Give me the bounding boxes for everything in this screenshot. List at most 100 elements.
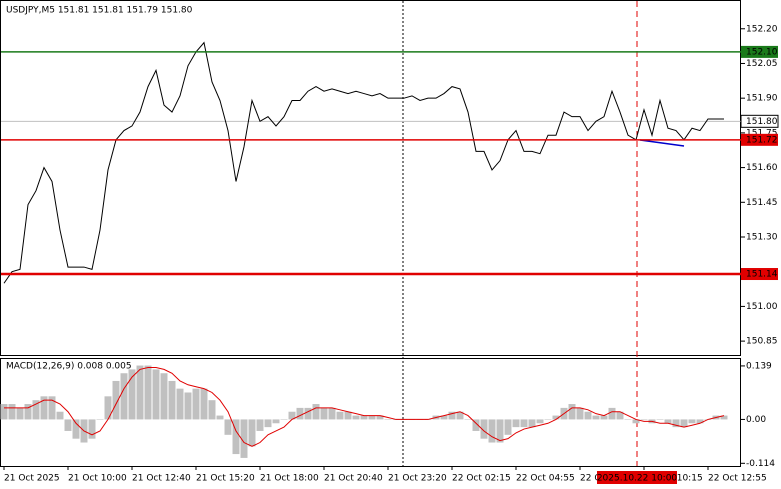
y-tick-label: -0.114 — [746, 459, 775, 469]
y-tick-label: 150.85 — [746, 337, 778, 347]
macd-bar — [256, 419, 264, 431]
macd-bar — [720, 415, 728, 420]
macd-bar — [608, 407, 616, 420]
price-frame — [0, 0, 741, 356]
macd-bar — [344, 411, 352, 420]
y-tick-label: 152.05 — [746, 59, 778, 69]
x-tick-label: 21 Oct 12:40 — [132, 474, 191, 484]
y-tick-label: 0.139 — [746, 361, 772, 371]
macd-bar — [56, 411, 64, 420]
macd-title: MACD(12,26,9) 0.008 0.005 — [6, 362, 132, 372]
macd-bar — [672, 419, 680, 428]
macd-bar — [176, 388, 184, 420]
macd-bar — [520, 419, 528, 428]
level-label-box — [741, 133, 778, 146]
macd-bar — [368, 415, 376, 420]
macd-bar — [464, 419, 472, 420]
x-tick-label: 22 Oct 04:55 — [516, 474, 575, 484]
macd-bar — [24, 404, 32, 420]
macd-bar — [336, 411, 344, 420]
macd-bar — [168, 380, 176, 420]
macd-bar — [384, 419, 392, 420]
macd-bar — [504, 419, 512, 435]
macd-bar — [128, 369, 136, 420]
macd-bar — [48, 396, 56, 420]
cursor-label-box — [597, 471, 677, 484]
level-label-box — [741, 45, 778, 58]
y-tick-label: 152.20 — [746, 24, 778, 34]
macd-bar — [600, 415, 608, 420]
x-tick-label: 21 Oct 20:40 — [324, 474, 383, 484]
macd-bar — [8, 404, 16, 420]
level-label: 151.80 — [746, 117, 778, 127]
macd-bar — [576, 407, 584, 420]
macd-bar — [640, 419, 648, 420]
macd-bar — [136, 365, 144, 420]
macd-bar — [664, 419, 672, 424]
macd-bar — [696, 419, 704, 424]
level-label: 151.72 — [746, 135, 778, 145]
macd-bar — [624, 419, 632, 420]
macd-bar — [688, 419, 696, 424]
y-tick-label: 151.30 — [746, 233, 778, 243]
signal-line — [4, 366, 725, 447]
chart-title: USDJPY,M5 151.81 151.81 151.79 151.80 — [6, 6, 193, 16]
cursor-label: 2025.10.22 10:00 — [597, 474, 678, 484]
macd-bar — [488, 419, 496, 443]
macd-bar — [616, 411, 624, 420]
macd-bar — [240, 419, 248, 458]
macd-bar — [32, 400, 40, 420]
macd-bar — [0, 404, 8, 420]
level-label-box — [740, 114, 779, 128]
macd-bar — [64, 419, 72, 431]
macd-bar — [96, 419, 104, 420]
macd-bar — [456, 411, 464, 420]
macd-bar — [480, 419, 488, 439]
macd-bar — [248, 419, 256, 447]
y-tick-label: 151.00 — [746, 302, 778, 312]
macd-bar — [272, 419, 280, 424]
macd-bar — [552, 415, 560, 420]
macd-bar — [528, 419, 536, 428]
macd-bar — [568, 404, 576, 420]
macd-bar — [16, 407, 24, 420]
macd-bar — [680, 419, 688, 428]
macd-bar — [72, 419, 80, 439]
macd-bar — [544, 419, 552, 420]
macd-bar — [440, 415, 448, 420]
y-tick-label: 0.00 — [746, 415, 766, 425]
macd-bar — [280, 419, 288, 420]
macd-bar — [472, 419, 480, 431]
macd-bar — [360, 415, 368, 420]
macd-bar — [584, 411, 592, 420]
macd-bar — [328, 407, 336, 420]
macd-bar — [352, 415, 360, 420]
macd-bar — [104, 396, 112, 420]
y-tick-label: 151.60 — [746, 163, 778, 173]
macd-bar — [112, 380, 120, 420]
macd-bar — [656, 419, 664, 420]
level-label: 151.14 — [746, 270, 778, 280]
macd-bar — [592, 415, 600, 420]
macd-bar — [184, 392, 192, 420]
macd-bar — [40, 396, 48, 420]
x-tick-label: 21 Oct 15:20 — [196, 474, 255, 484]
macd-bar — [160, 373, 168, 420]
y-tick-label: 151.90 — [746, 94, 778, 104]
x-tick-label: 21 Oct 2025 — [4, 474, 60, 484]
macd-bar — [496, 419, 504, 443]
macd-bar — [216, 415, 224, 420]
x-tick-label: 21 Oct 23:20 — [388, 474, 447, 484]
macd-bar — [232, 419, 240, 455]
macd-bar — [208, 400, 216, 420]
y-tick-label: 151.75 — [746, 128, 778, 138]
macd-bar — [296, 407, 304, 420]
macd-bar — [632, 419, 640, 424]
x-tick-label: 22 Oct 02:15 — [452, 474, 511, 484]
x-tick-label: 21 Oct 10:00 — [68, 474, 127, 484]
macd-bar — [320, 407, 328, 420]
x-tick-label: 22 Oct 12:55 — [708, 474, 767, 484]
macd-bar — [304, 407, 312, 420]
trend-segment — [639, 139, 685, 147]
